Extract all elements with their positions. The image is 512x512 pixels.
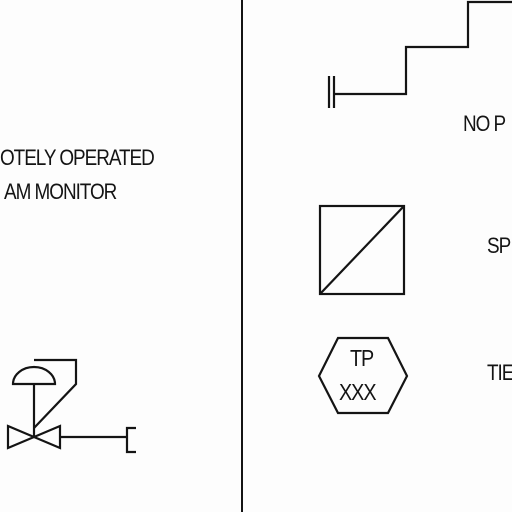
square-diagonal [320, 206, 404, 294]
remote-signal-line [34, 360, 76, 428]
monitor-end-cap-icon [127, 428, 136, 452]
stepped-line-symbol [329, 2, 512, 108]
remote-monitor-valve-symbol [8, 360, 136, 452]
no-p-label: NO P [463, 113, 505, 135]
actuator-dome-icon [13, 367, 55, 384]
square-diagonal-symbol [320, 206, 404, 294]
sp-label: SP [487, 235, 510, 257]
monitor-title-line-1: OTELY OPERATED [0, 147, 154, 169]
stepped-line [334, 2, 512, 94]
tie-label: TIE [487, 362, 512, 384]
tie-point-tag-top: TP [350, 347, 373, 370]
monitor-title-line-2: AM MONITOR [4, 181, 116, 203]
tie-point-tag-bottom: XXX [339, 381, 375, 404]
